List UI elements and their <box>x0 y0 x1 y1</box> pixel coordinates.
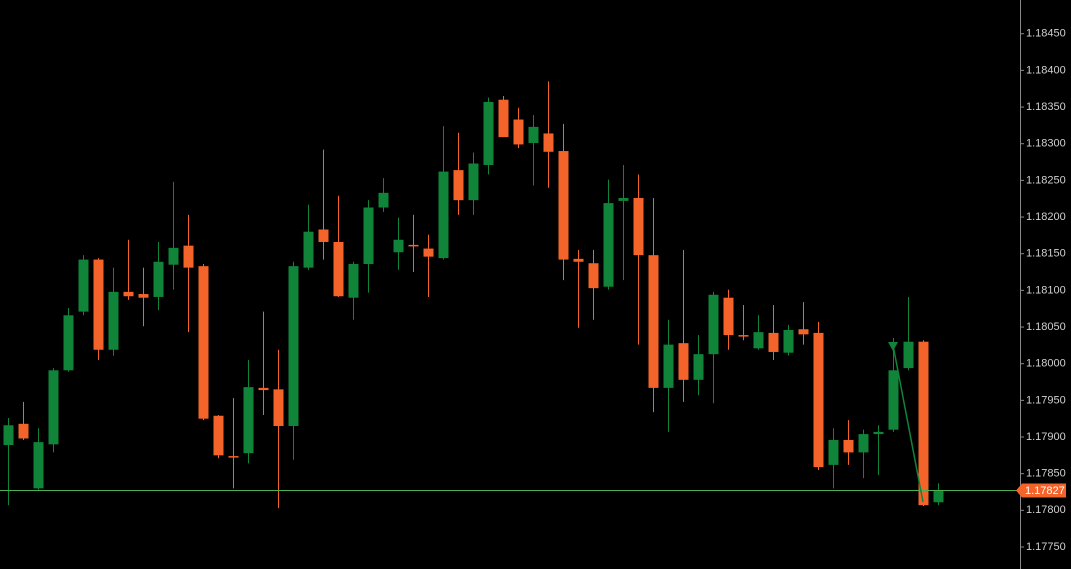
candle-body <box>708 294 719 355</box>
candle-body <box>633 197 644 256</box>
candle-body <box>333 241 344 297</box>
candle-body <box>273 389 284 427</box>
candle-body <box>933 490 944 503</box>
candle-body <box>93 259 104 350</box>
candle-body <box>348 263 359 298</box>
candle-body <box>573 258 584 262</box>
candle-body <box>678 343 689 380</box>
candle-body <box>858 434 869 453</box>
candle-body <box>843 439 854 453</box>
candle-body <box>618 197 629 201</box>
candle-body <box>363 207 374 264</box>
y-tick-label: 1.18050 <box>1026 321 1066 333</box>
last-price-tag <box>1016 483 1066 498</box>
candle-body <box>258 387 269 391</box>
candle-body <box>63 315 74 371</box>
candle-body <box>243 387 254 454</box>
candle-body <box>648 255 659 388</box>
candle-body <box>468 163 479 201</box>
y-tick-label: 1.18100 <box>1026 284 1066 296</box>
candle-body <box>558 151 569 260</box>
candle-body <box>408 244 419 247</box>
candle-body <box>378 192 389 208</box>
last-price-label: 1.17827 <box>1025 485 1065 497</box>
candle-body <box>498 99 509 138</box>
candle-body <box>828 439 839 465</box>
y-tick-label: 1.17800 <box>1026 504 1066 516</box>
candle-body <box>153 261 164 297</box>
candle-body <box>318 229 329 242</box>
candle-body <box>798 329 809 335</box>
candle-body <box>903 341 914 369</box>
candle-body <box>768 332 779 352</box>
candle-body <box>138 294 149 298</box>
candle-body <box>33 442 44 489</box>
candle-body <box>813 332 824 468</box>
candle-body <box>783 329 794 353</box>
candle-body <box>753 332 764 349</box>
candle-body <box>693 354 704 380</box>
candle-body <box>228 456 239 458</box>
candle-body <box>483 101 494 165</box>
y-tick-label: 1.17950 <box>1026 394 1066 406</box>
candle-body <box>303 231 314 268</box>
y-tick-label: 1.18200 <box>1026 211 1066 223</box>
candle-body <box>213 415 224 456</box>
y-tick-label: 1.18400 <box>1026 64 1066 76</box>
candle-body <box>3 425 14 446</box>
candle-body <box>48 370 59 445</box>
candle-body <box>198 266 209 419</box>
candle-body <box>738 335 749 337</box>
y-tick-label: 1.17850 <box>1026 468 1066 480</box>
candle-body <box>543 133 554 152</box>
trend-drawing <box>892 344 924 503</box>
candle-body <box>183 245 194 268</box>
y-tick-label: 1.18450 <box>1026 28 1066 40</box>
candle-body <box>18 423 29 439</box>
y-tick-label: 1.18250 <box>1026 174 1066 186</box>
candle-body <box>288 266 299 427</box>
candle-body <box>453 170 464 201</box>
plot-area <box>0 81 1020 509</box>
candle-body <box>393 239 404 253</box>
y-tick-label: 1.17750 <box>1026 541 1066 553</box>
candle-body <box>873 431 884 435</box>
candle-body <box>723 297 734 336</box>
price-axis: 1.18450 1.18400 1.18350 1.18300 1.18250 1.182… <box>1016 28 1066 553</box>
candle-body <box>513 119 524 145</box>
candle-body <box>528 126 539 143</box>
y-tick-label: 1.18350 <box>1026 101 1066 113</box>
candle-body <box>168 247 179 265</box>
candle-body <box>603 203 614 287</box>
candle-body <box>108 291 119 350</box>
candle-body <box>888 370 899 430</box>
y-tick-label: 1.17900 <box>1026 431 1066 443</box>
candle-body <box>78 259 89 312</box>
candle-body <box>588 263 599 289</box>
candle-body <box>918 341 929 506</box>
candle-body <box>123 291 134 297</box>
y-tick-label: 1.18300 <box>1026 138 1066 150</box>
y-tick-label: 1.18000 <box>1026 358 1066 370</box>
drawing-arrow <box>888 342 898 351</box>
candle-body <box>438 171 449 259</box>
candle-body <box>663 344 674 388</box>
y-tick-label: 1.18150 <box>1026 248 1066 260</box>
candle-body <box>423 248 434 257</box>
